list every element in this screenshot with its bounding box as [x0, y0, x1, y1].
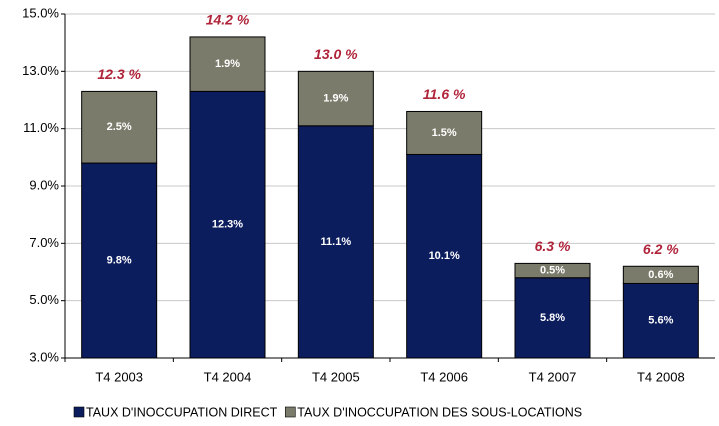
y-tick-label: 15.0% — [22, 5, 59, 20]
x-tick-label: T4 2003 — [95, 369, 143, 384]
total-label: 12.3 % — [97, 66, 141, 82]
bar-segment — [406, 153, 483, 359]
x-tick-label: T4 2008 — [637, 369, 685, 384]
y-tick-label: 13.0% — [22, 63, 59, 78]
segment-label: 5.8% — [540, 312, 565, 324]
bar-segment — [622, 282, 699, 359]
bar-segment — [297, 70, 374, 127]
legend-swatch — [73, 406, 85, 418]
x-tick-label: T4 2007 — [529, 369, 577, 384]
segment-label: 0.6% — [648, 269, 673, 281]
x-tick-label: T4 2006 — [420, 369, 468, 384]
legend-label: TAUX D'INOCCUPATION DIRECT — [86, 405, 278, 419]
segment-label: 0.5% — [540, 264, 565, 276]
y-tick-label: 9.0% — [29, 177, 59, 192]
y-tick-label: 5.0% — [29, 292, 59, 307]
bar-segment — [406, 110, 483, 155]
bar-segment — [622, 265, 699, 284]
bar-segment — [514, 277, 591, 359]
bar-segment — [81, 162, 158, 359]
total-label: 11.6 % — [423, 86, 466, 102]
legend-label: TAUX D'INOCCUPATION DES SOUS-LOCATIONS — [297, 405, 582, 419]
x-tick-label: T4 2004 — [204, 369, 252, 384]
bar-segment — [514, 262, 591, 279]
x-tick-label: T4 2005 — [312, 369, 360, 384]
bar-segment — [297, 125, 374, 359]
bar-segment — [189, 36, 266, 92]
segment-label: 1.5% — [432, 127, 457, 139]
y-tick-label: 11.0% — [23, 120, 59, 135]
legend-swatch — [284, 406, 296, 418]
y-tick-label: 7.0% — [29, 235, 59, 250]
segment-label: 1.9% — [215, 58, 240, 70]
y-tick-label: 3.0% — [29, 349, 59, 364]
total-label: 14.2 % — [206, 12, 250, 28]
segment-label: 12.3% — [212, 219, 243, 231]
total-label: 6.3 % — [535, 238, 571, 254]
segment-label: 11.1% — [321, 236, 352, 248]
bar-segment — [81, 90, 158, 164]
segment-label: 9.8% — [107, 254, 132, 266]
segment-label: 1.9% — [323, 92, 348, 104]
segment-label: 10.1% — [429, 250, 460, 262]
segment-label: 2.5% — [107, 121, 132, 133]
total-label: 13.0 % — [314, 46, 358, 62]
segment-label: 5.6% — [648, 315, 673, 327]
total-label: 6.2 % — [643, 241, 679, 257]
